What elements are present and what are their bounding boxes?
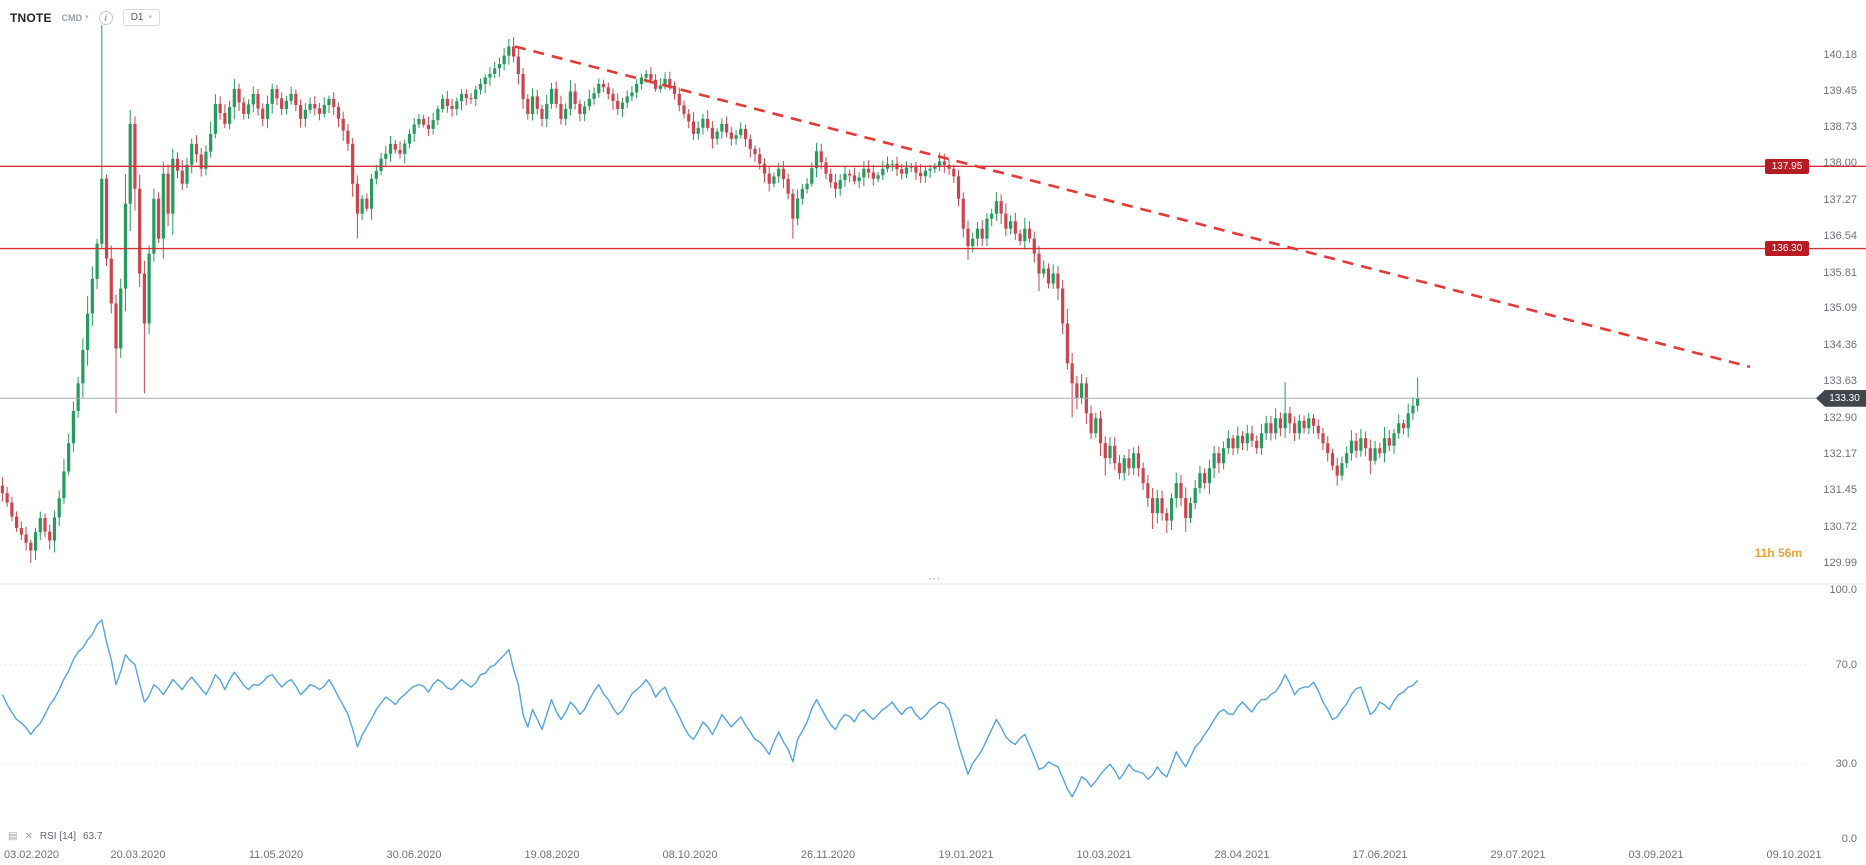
chart-toolbar: TNOTE CMD ▾ i D1 ▾ — [10, 9, 160, 26]
rsi-value: 63.7 — [82, 831, 103, 842]
current-price-badge: 133.30 — [1816, 389, 1866, 407]
rsi-name-label: RSI [14] — [39, 831, 76, 842]
indicator-chart-icon[interactable]: ▤ — [8, 830, 18, 842]
rsi-axis-label: 70.0 — [1835, 658, 1857, 671]
rsi-indicator-legend: ▤ ✕ RSI [14] 63.7 — [8, 831, 102, 842]
rsi-line — [1, 619, 1419, 798]
feed-selector[interactable]: CMD ▾ — [62, 13, 89, 23]
price-axis-label: 130.72 — [1823, 520, 1857, 533]
chevron-down-icon: ▾ — [148, 14, 152, 21]
trendline[interactable] — [514, 45, 1751, 369]
indicator-close-icon[interactable]: ✕ — [24, 830, 33, 842]
instrument-symbol: TNOTE — [10, 10, 52, 25]
price-axis-label: 140.18 — [1823, 48, 1857, 61]
date-axis-label: 19.01.2021 — [938, 849, 994, 861]
timeframe-dropdown[interactable]: D1 ▾ — [122, 9, 160, 26]
price-level-badge: 136.30 — [1765, 241, 1809, 257]
date-axis-label: 20.03.2020 — [110, 849, 166, 861]
date-axis-label: 30.06.2020 — [386, 849, 442, 861]
candles-group — [0, 25, 1420, 563]
candle-countdown-timer: 11h 56m — [1754, 546, 1802, 560]
date-axis-label: 09.10.2021 — [1766, 849, 1822, 861]
date-axis-label: 17.06.2021 — [1352, 849, 1408, 861]
date-axis-label: 11.05.2020 — [248, 849, 304, 861]
price-axis-label: 129.99 — [1823, 556, 1857, 569]
feed-label: CMD — [61, 12, 83, 23]
date-axis[interactable]: 03.02.2020 20.03.2020 11.05.2020 30.06.2020… — [0, 849, 1866, 865]
price-axis-label: 131.45 — [1823, 484, 1857, 497]
date-axis-label: 10.03.2021 — [1076, 849, 1132, 861]
price-level-badge: 137.95 — [1765, 158, 1809, 174]
date-axis-label: 26.11.2020 — [800, 849, 856, 861]
rsi-axis-label: 30.0 — [1835, 758, 1857, 771]
price-axis-label: 138.00 — [1823, 157, 1857, 170]
price-axis[interactable]: 140.18 139.45 138.73 138.00 137.27 136.54 135.… — [1804, 0, 1866, 584]
price-axis-label: 138.73 — [1823, 120, 1857, 133]
price-axis-label: 133.63 — [1823, 375, 1857, 388]
price-axis-label: 137.27 — [1823, 193, 1857, 206]
date-axis-label: 19.08.2020 — [524, 849, 580, 861]
price-axis-label: 135.09 — [1823, 302, 1857, 315]
price-axis-label: 132.90 — [1823, 411, 1857, 424]
rsi-axis: 100.0 70.0 30.0 0.0 — [1804, 0, 1866, 865]
price-axis-label: 135.81 — [1823, 266, 1857, 279]
date-axis-label: 03.02.2020 — [4, 849, 60, 861]
price-axis-label: 139.45 — [1823, 84, 1857, 97]
date-axis-label: 03.09.2021 — [1628, 849, 1684, 861]
date-axis-label: 28.04.2021 — [1214, 849, 1270, 861]
panel-resize-handle[interactable]: ⋯ — [928, 571, 943, 586]
date-axis-label: 08.10.2020 — [662, 849, 718, 861]
info-icon[interactable]: i — [98, 10, 113, 25]
date-axis-label: 29.07.2021 — [1490, 849, 1546, 861]
price-axis-label: 136.54 — [1823, 230, 1857, 243]
timeframe-label: D1 — [130, 12, 144, 23]
price-axis-label: 134.36 — [1823, 338, 1857, 351]
rsi-axis-label: 0.0 — [1841, 833, 1857, 845]
rsi-axis-label: 100.0 — [1829, 584, 1857, 596]
price-axis-label: 132.17 — [1823, 448, 1857, 461]
chevron-down-icon: ▾ — [85, 14, 89, 21]
